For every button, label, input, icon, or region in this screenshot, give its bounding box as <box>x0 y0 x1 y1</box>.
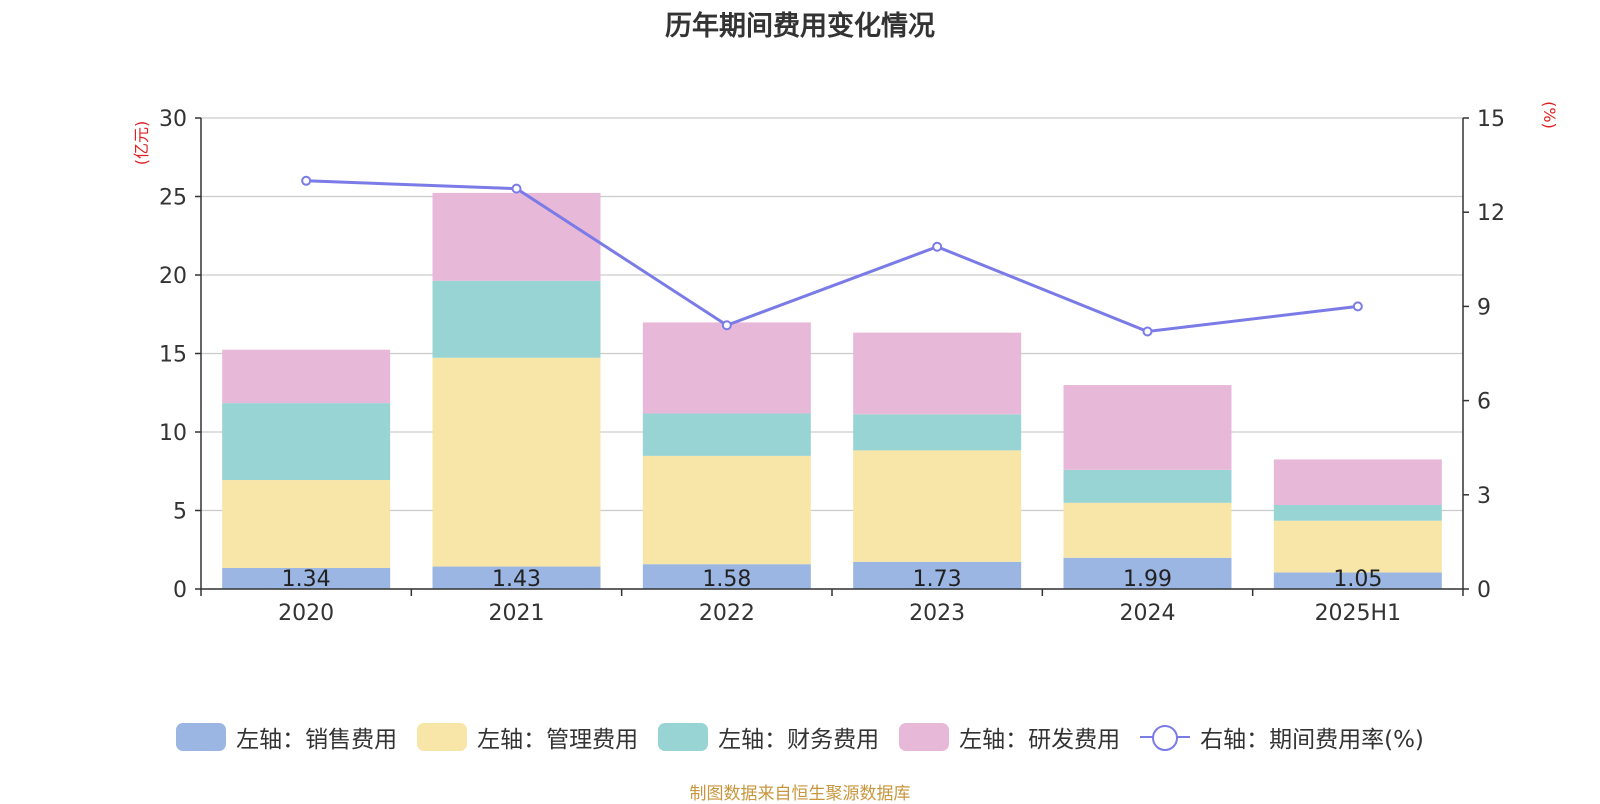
bar-segment <box>1063 469 1232 503</box>
bar-segment <box>432 566 601 589</box>
bar-segment <box>1063 385 1232 470</box>
data-labels: 1.34 1.43 1.58 1.73 1.99 1.05 <box>282 567 1383 592</box>
legend-item[interactable]: 左轴：销售费用 <box>176 720 397 754</box>
bars <box>222 192 1442 589</box>
x-tick-label: 2020 <box>278 601 334 626</box>
bar-segment <box>1273 520 1442 573</box>
x-tick-label: 2023 <box>909 601 965 626</box>
right-tick-label: 6 <box>1477 390 1491 415</box>
legend-label: 左轴：管理费用 <box>477 727 639 753</box>
bar-segment <box>642 455 811 565</box>
legend-item[interactable]: 左轴：研发费用 <box>899 720 1120 754</box>
legend-line-swatch <box>1140 723 1191 751</box>
bar-segment <box>432 192 601 281</box>
bar-segment <box>1063 502 1232 558</box>
bar-segment <box>222 349 391 404</box>
legend-item[interactable]: 左轴：管理费用 <box>417 720 638 754</box>
left-axis-unit: (亿元) <box>132 121 151 166</box>
source-footer: 制图数据来自恒生聚源数据库 <box>689 784 911 804</box>
left-tick-label: 0 <box>173 578 187 603</box>
data-label: 1.05 <box>1333 567 1382 592</box>
data-label: 1.73 <box>913 567 962 592</box>
bar-segment <box>1273 459 1442 506</box>
rate-point <box>301 175 312 186</box>
legend-item[interactable]: 右轴：期间费用率(%) <box>1140 720 1424 754</box>
bar-segment <box>1273 572 1442 589</box>
right-axis-unit: (%) <box>1540 101 1559 129</box>
right-tick-label: 12 <box>1477 201 1505 226</box>
data-label: 1.99 <box>1123 567 1172 592</box>
chart-canvas: 1.34 1.43 1.58 1.73 1.99 1.05 0 5 10 15 20 25 30 0 3 6… <box>132 101 1559 626</box>
legend-label: 左轴：销售费用 <box>236 727 398 753</box>
right-tick-label: 0 <box>1477 578 1491 603</box>
data-label: 1.34 <box>282 567 331 592</box>
rate-point <box>511 183 522 194</box>
bar-segment <box>642 322 811 414</box>
legend-label: 右轴：期间费用率(%) <box>1200 727 1424 753</box>
rate-point <box>1352 301 1363 312</box>
bar-segment <box>853 561 1022 589</box>
bar-segment <box>853 450 1022 562</box>
left-tick-label: 25 <box>159 186 187 211</box>
left-tick-label: 30 <box>159 107 187 132</box>
bar-segment <box>432 280 601 358</box>
chart-title: 历年期间费用变化情况 <box>665 11 935 42</box>
x-tick-label: 2021 <box>489 601 545 626</box>
bar-segment <box>642 564 811 589</box>
legend-item[interactable]: 左轴：财务费用 <box>658 720 879 754</box>
rate-line-path <box>306 179 1359 334</box>
left-tick-label: 5 <box>173 500 187 525</box>
bar-segment <box>222 480 391 568</box>
legend-swatch <box>658 723 709 751</box>
bar-segment <box>222 567 391 589</box>
bar-segment <box>222 403 391 481</box>
data-label: 1.58 <box>702 567 751 592</box>
x-tick-label: 2022 <box>699 601 755 626</box>
rate-point <box>932 241 943 252</box>
right-tick-label: 3 <box>1477 484 1491 509</box>
legend-swatch <box>899 723 950 751</box>
bar-segment <box>1273 505 1442 521</box>
data-label: 1.43 <box>492 567 541 592</box>
grid-lines <box>201 117 1463 590</box>
bar-segment <box>642 413 811 456</box>
rate-line <box>301 175 1363 337</box>
legend: 左轴：销售费用 左轴：管理费用 左轴：财务费用 左轴：研发费用 右轴：期间费用率(%) <box>0 720 1600 754</box>
x-tick-label: 2025H1 <box>1315 601 1402 626</box>
legend-swatch <box>417 723 468 751</box>
x-tick-label: 2024 <box>1120 601 1176 626</box>
rate-point <box>721 320 732 331</box>
bar-segment <box>853 414 1022 451</box>
legend-swatch <box>176 723 227 751</box>
left-tick-label: 15 <box>159 343 187 368</box>
rate-point <box>1142 326 1153 337</box>
right-tick-label: 15 <box>1477 107 1505 132</box>
bar-segment <box>853 332 1022 415</box>
bar-segment <box>432 357 601 567</box>
right-tick-label: 9 <box>1477 295 1491 320</box>
bar-segment <box>1063 557 1232 589</box>
legend-label: 左轴：研发费用 <box>959 727 1121 753</box>
left-tick-label: 10 <box>159 421 187 446</box>
axes: 0 5 10 15 20 25 30 0 3 6 9 12 15 2020 2021 2022 2023 2024… <box>132 101 1559 626</box>
left-tick-label: 20 <box>159 264 187 289</box>
legend-label: 左轴：财务费用 <box>718 727 880 753</box>
